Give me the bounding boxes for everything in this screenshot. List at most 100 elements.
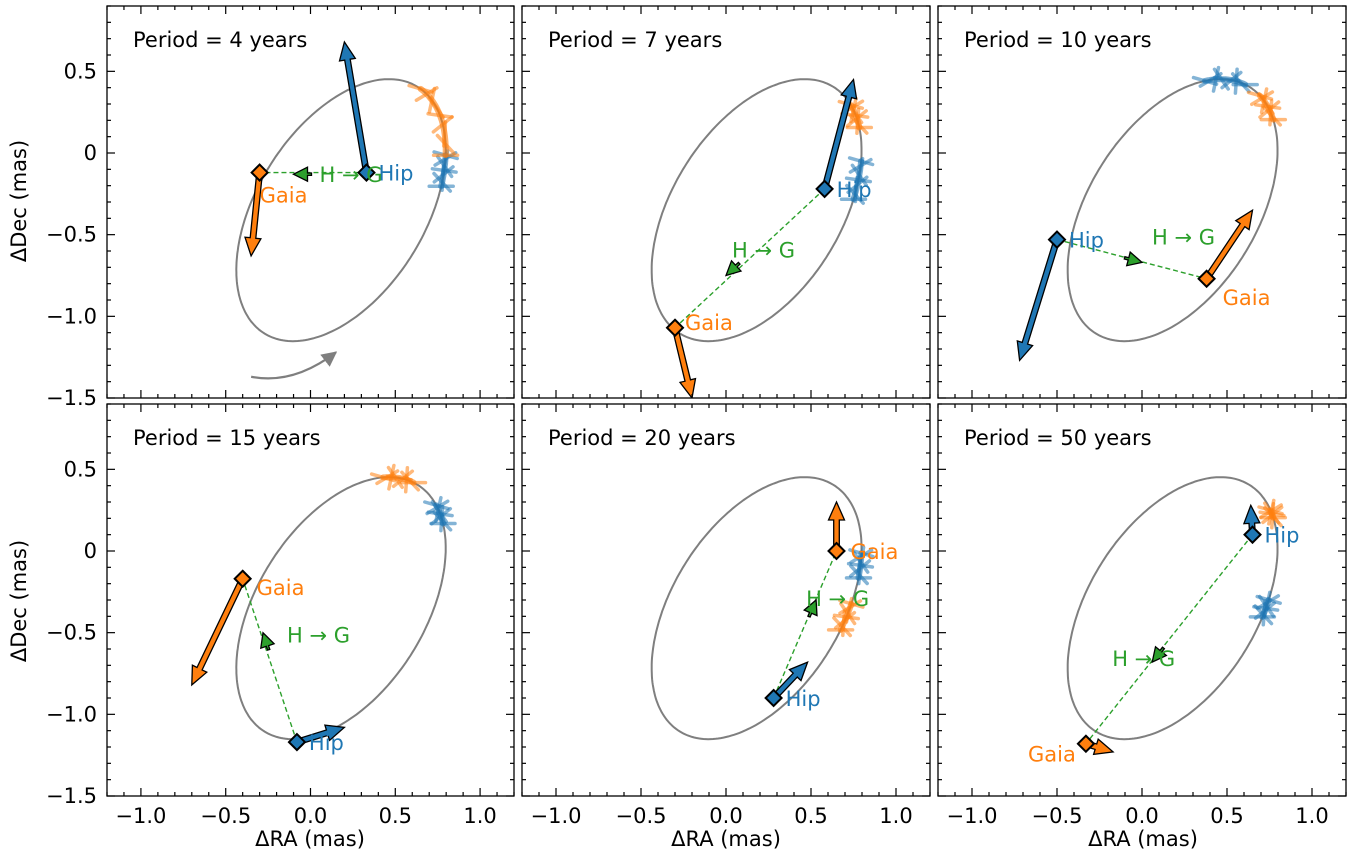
gaia-epoch-tick [442, 120, 448, 148]
hip-velocity-arrow [1016, 237, 1061, 362]
orbit-direction-arrow [250, 351, 338, 380]
hip-epoch-tick [848, 548, 875, 559]
gaia-epoch-tick [386, 465, 404, 490]
hip-to-gaia-label: H → G [1152, 225, 1215, 249]
gaia-position-marker [1076, 734, 1096, 754]
panel-title: Period = 10 years [964, 28, 1152, 52]
hip-position-marker [764, 688, 784, 708]
panel-2: Hip Gaia H → G Period = 7 years [521, 5, 931, 399]
hip-label: Hip [1069, 229, 1104, 253]
orbit-ellipse [235, 78, 447, 343]
hip-to-gaia-arrow [724, 259, 743, 277]
gaia-velocity-arrow [1203, 208, 1254, 282]
x-tick-label: −1.0 [115, 804, 166, 828]
y-tick-label: −0.5 [46, 223, 97, 247]
y-tick-label: −0.5 [46, 621, 97, 645]
y-axis-label-top: ΔDec (mas) [7, 140, 31, 262]
y-tick-label: 0 [84, 539, 97, 563]
gaia-epoch-tick [387, 463, 396, 491]
hip-label: Hip [837, 178, 872, 202]
orbit-ellipse [235, 476, 447, 741]
y-tick-label: −1.0 [46, 304, 97, 328]
hip-velocity-arrow [338, 40, 370, 174]
hip-to-gaia-label: H → G [320, 163, 383, 187]
hip-to-gaia-line [1085, 534, 1254, 745]
gaia-epoch-tick [431, 115, 454, 134]
panel-4: Hip Gaia H → G Period = 15 years −1.0 −0.5 0.0… [46, 403, 515, 828]
hip-to-gaia-label: H → G [287, 624, 350, 648]
hip-epoch-tick [1191, 75, 1219, 86]
gaia-epoch-tick [1257, 505, 1284, 516]
gaia-epoch-tick [833, 610, 857, 630]
orbit-ellipse [1066, 78, 1279, 343]
orbit-ellipse [1066, 476, 1279, 741]
hip-epoch-tick [847, 156, 875, 167]
hip-epoch-tick [1255, 594, 1282, 605]
plot-area [191, 463, 457, 752]
hip-position-marker [287, 732, 307, 752]
panel-3: Hip Gaia H → G Period = 10 years [937, 5, 1347, 399]
hip-to-gaia-label: H → G [1112, 647, 1175, 671]
gaia-epoch-tick [838, 599, 863, 616]
gaia-velocity-arrow [671, 326, 697, 398]
gaia-position-marker [233, 569, 253, 589]
gaia-epoch-tick [838, 598, 865, 609]
hip-epoch-tick [1255, 594, 1281, 610]
x-axis-label-left: ΔRA (mas) [255, 827, 365, 851]
panel-1: Hip Gaia H → G Period = 4 years 0.5 0 −0.5 −1.0… [46, 5, 515, 410]
gaia-position-marker [665, 318, 685, 338]
gaia-epoch-tick [855, 107, 861, 136]
y-tick-label: 0.5 [64, 457, 97, 481]
y-tick-label: −1.5 [46, 784, 97, 808]
hip-epoch-tick [1198, 71, 1223, 88]
hip-to-gaia-line [1056, 238, 1207, 280]
x-tick-label: 0.5 [794, 804, 827, 828]
x-tick-label: −0.5 [1032, 804, 1083, 828]
hip-epoch-tick [1211, 65, 1221, 93]
y-tick-label: −1.0 [46, 702, 97, 726]
y-tick-label: 0.5 [64, 59, 97, 83]
hip-to-gaia-line [674, 188, 826, 329]
gaia-epoch-tick [1246, 90, 1274, 101]
panel-title: Period = 4 years [133, 28, 307, 52]
hip-epoch-tick [439, 504, 445, 533]
panel-title: Period = 50 years [964, 426, 1152, 450]
gaia-label: Gaia [1028, 743, 1076, 767]
x-tick-label: 0.5 [379, 804, 412, 828]
gaia-label: Gaia [260, 184, 308, 208]
hip-to-gaia-line [242, 578, 298, 743]
plot-area [1016, 65, 1288, 362]
gaia-epoch-tick [1250, 90, 1275, 107]
orbit-ellipse [650, 476, 863, 741]
hip-to-gaia-line [772, 550, 838, 699]
x-tick-label: −1.0 [947, 804, 998, 828]
x-tick-label: 0.0 [709, 804, 742, 828]
hip-to-gaia-label: H → G [732, 239, 795, 263]
gaia-velocity-arrow [244, 171, 264, 258]
panel-title: Period = 20 years [548, 426, 736, 450]
plot-area [1066, 476, 1288, 756]
hip-label: Hip [1265, 524, 1300, 548]
panel-title: Period = 15 years [133, 426, 321, 450]
hip-epoch-tick [856, 545, 866, 573]
hip-epoch-tick [423, 500, 450, 511]
x-tick-label: 1.0 [879, 804, 912, 828]
panel-5: Hip Gaia H → G Period = 20 years −1.0 −0.5 0.0… [521, 403, 931, 828]
x-tick-label: 1.0 [463, 804, 496, 828]
hip-position-marker [1047, 230, 1067, 249]
gaia-position-marker [1197, 269, 1217, 289]
x-axis-label-right: ΔRA (mas) [1088, 827, 1198, 851]
panel-title: Period = 7 years [548, 28, 722, 52]
gaia-epoch-tick [407, 83, 434, 94]
gaia-label: Gaia [851, 540, 899, 564]
x-tick-label: 0.0 [1125, 804, 1158, 828]
gaia-epoch-tick [369, 472, 397, 483]
plot-area [235, 40, 460, 380]
y-tick-label: 0 [84, 141, 97, 165]
y-axis-label-bottom: ΔDec (mas) [7, 540, 31, 662]
hip-to-gaia-label: H → G [806, 587, 869, 611]
hip-label: Hip [309, 731, 344, 755]
hip-label: Hip [786, 687, 821, 711]
panel-6: Hip Gaia H → G Period = 50 years −1.0 −0.5 0.0… [937, 403, 1347, 828]
gaia-epoch-tick [837, 99, 865, 110]
